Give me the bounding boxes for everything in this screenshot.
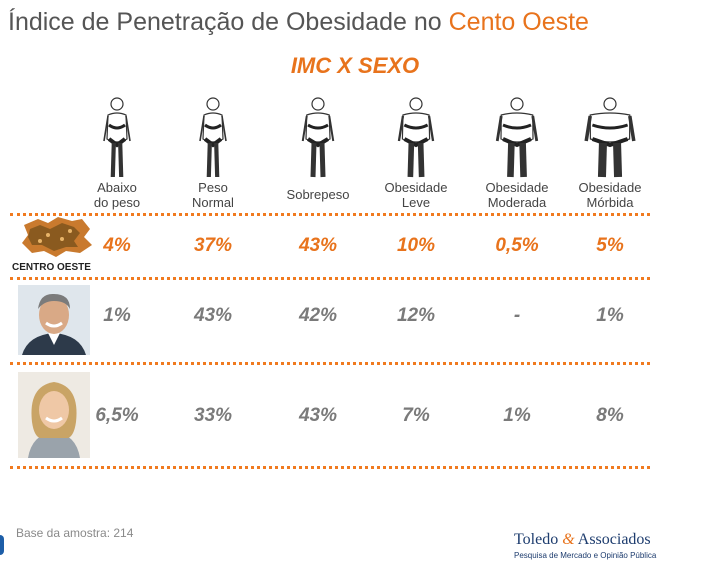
category-label-line: do peso	[93, 195, 141, 210]
data-label: 43%	[193, 305, 233, 326]
divider	[10, 362, 650, 365]
logo-amp: &	[562, 531, 575, 548]
category-label-line: Sobrepeso	[286, 187, 350, 202]
category-label: Sobrepeso	[268, 187, 368, 202]
data-label: 1%	[596, 305, 624, 326]
data-label: 8%	[596, 405, 624, 426]
data-label: 5%	[596, 235, 624, 256]
category-label-line: Moderada	[487, 195, 547, 210]
category-label-line: Peso	[198, 180, 228, 195]
category-label-line: Obesidade	[384, 180, 448, 195]
category-label-line: Normal	[192, 195, 234, 210]
title-main: Índice de Penetração de Obesidade no	[8, 8, 449, 36]
row-label-centro-oeste: CENTRO OESTE	[12, 262, 91, 273]
body-silhouette-icon	[288, 95, 348, 180]
title-highlight: Cento Oeste	[448, 8, 589, 36]
body-silhouette-icon	[487, 95, 547, 180]
data-label: 42%	[298, 305, 338, 326]
company-logo: Toledo & Associados	[514, 531, 651, 549]
category-label-line: Obesidade	[485, 180, 549, 195]
data-label: 43%	[298, 405, 338, 426]
data-label: 10%	[396, 235, 436, 256]
body-silhouette-icon	[87, 95, 147, 180]
category-label-line: Abaixo	[97, 180, 137, 195]
page-edge-tab	[0, 535, 4, 555]
region-map-icon	[18, 215, 96, 259]
data-label: 0,5%	[495, 235, 539, 256]
data-label: 12%	[396, 305, 436, 326]
category-label: Obesidade Moderada	[467, 180, 567, 210]
sample-base: Base da amostra: 214	[16, 526, 134, 540]
divider	[10, 213, 650, 216]
category-label: Obesidade Leve	[366, 180, 466, 210]
data-label: 33%	[193, 405, 233, 426]
man-photo	[18, 285, 90, 355]
data-label: 1%	[103, 305, 131, 326]
body-silhouette-icon	[183, 95, 243, 180]
data-label: 1%	[503, 405, 531, 426]
divider	[10, 466, 650, 469]
data-label: -	[513, 305, 521, 326]
body-silhouette-icon	[386, 95, 446, 180]
woman-photo	[18, 372, 90, 458]
data-label: 37%	[193, 235, 233, 256]
category-label-line: Obesidade	[578, 180, 642, 195]
data-label: 43%	[298, 235, 338, 256]
logo-name-b: Associados	[574, 531, 651, 548]
body-silhouette-icon	[580, 95, 640, 180]
category-label: Peso Normal	[163, 180, 263, 210]
divider	[10, 277, 650, 280]
logo-tagline: Pesquisa de Mercado e Opinião Pública	[514, 551, 657, 560]
data-label: 6,5%	[95, 405, 139, 426]
data-label: 7%	[402, 405, 430, 426]
category-label-line: Leve	[401, 195, 431, 210]
logo-name-a: Toledo	[514, 531, 563, 548]
category-label-line: Mórbida	[586, 195, 634, 210]
data-label: 4%	[103, 235, 131, 256]
category-label: Obesidade Mórbida	[560, 180, 660, 210]
chart-subtitle: IMC X SEXO	[290, 53, 420, 78]
page-title: Índice de Penetração de Obesidade no Cen…	[8, 8, 589, 37]
category-label: Abaixo do peso	[67, 180, 167, 210]
